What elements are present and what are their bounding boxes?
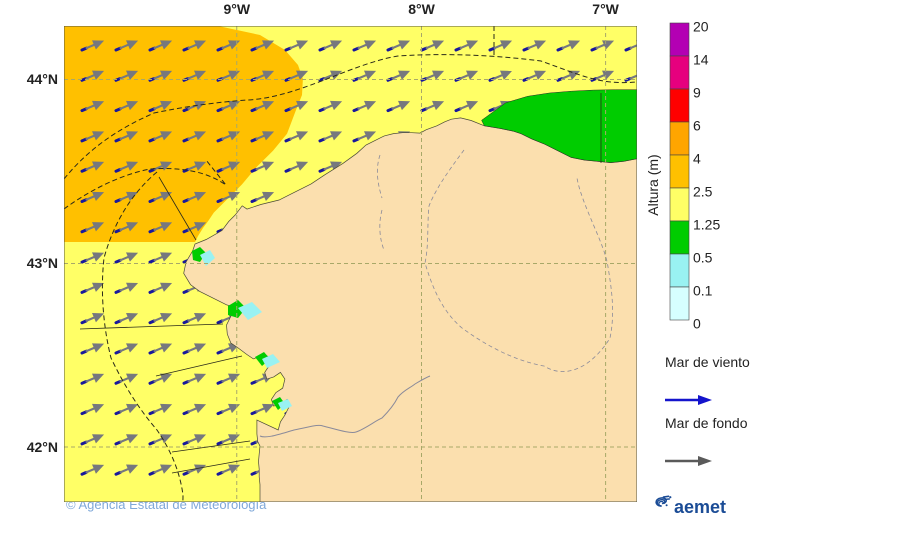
svg-text:Mar de fondo: Mar de fondo (665, 415, 748, 431)
svg-text:9: 9 (693, 85, 701, 101)
svg-text:43°N: 43°N (27, 255, 58, 271)
svg-text:1.25: 1.25 (693, 217, 720, 233)
svg-text:aemet: aemet (674, 497, 726, 517)
svg-text:6: 6 (693, 118, 701, 134)
svg-text:0.1: 0.1 (693, 283, 713, 299)
svg-text:0: 0 (693, 316, 701, 332)
svg-text:0.5: 0.5 (693, 250, 713, 266)
svg-text:Mar de viento: Mar de viento (665, 354, 750, 370)
svg-text:4: 4 (693, 151, 701, 167)
svg-text:Altura (m): Altura (m) (645, 154, 661, 215)
svg-text:8°W: 8°W (408, 1, 435, 17)
svg-text:44°N: 44°N (27, 71, 58, 87)
svg-text:7°W: 7°W (592, 1, 619, 17)
svg-text:20: 20 (693, 19, 709, 35)
svg-text:2.5: 2.5 (693, 184, 713, 200)
svg-text:42°N: 42°N (27, 439, 58, 455)
svg-text:9°W: 9°W (223, 1, 250, 17)
svg-text:14: 14 (693, 52, 709, 68)
